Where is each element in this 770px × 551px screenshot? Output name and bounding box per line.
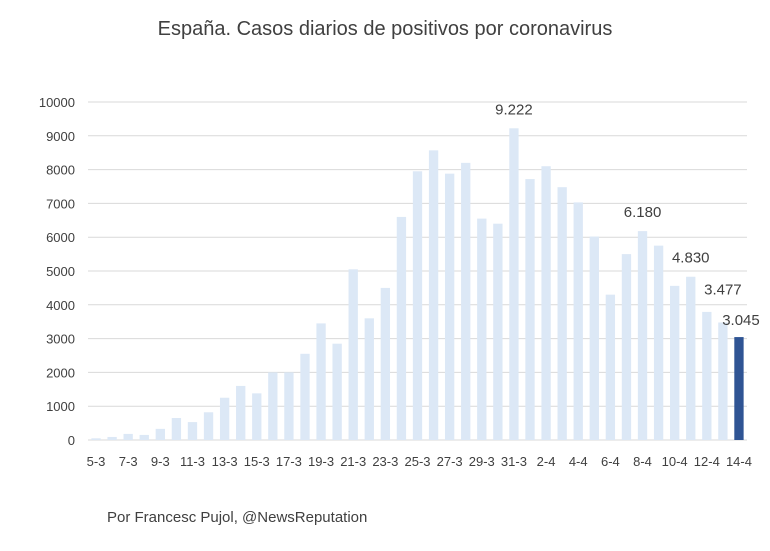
chart-title: España. Casos diarios de positivos por c… — [157, 18, 613, 40]
x-tick-label: 10-4 — [662, 454, 688, 469]
y-tick-label: 6000 — [46, 230, 75, 245]
bar — [284, 372, 294, 440]
bar — [412, 171, 423, 441]
bar — [557, 187, 567, 440]
bar — [541, 166, 551, 440]
y-tick-label: 5000 — [46, 264, 75, 279]
bar — [621, 254, 632, 440]
x-tick-label: 4-4 — [569, 454, 588, 469]
bar — [637, 231, 648, 440]
y-tick-label: 7000 — [46, 196, 75, 211]
bar — [332, 343, 342, 440]
bar — [252, 393, 262, 440]
y-tick-label: 1000 — [46, 399, 75, 414]
x-tick-label: 9-3 — [151, 454, 170, 469]
y-tick-label: 2000 — [46, 365, 75, 380]
bar — [380, 287, 391, 440]
bar — [236, 385, 246, 440]
x-tick-label: 29-3 — [469, 454, 495, 469]
bar — [107, 436, 117, 440]
data-labels: 9.222 6.180 4.830 3.477 3.045 — [495, 101, 760, 329]
bar — [171, 418, 182, 440]
bar — [268, 372, 278, 440]
data-label: 9.222 — [495, 101, 533, 118]
x-axis-ticks: 5-3 7-3 9-3 11-3 13-3 15-3 17-3 19-3 21-3 23-3 25-… — [87, 454, 752, 469]
credit-text: Por Francesc Pujol, @NewsReputation — [107, 509, 368, 526]
data-label: 4.830 — [672, 250, 710, 267]
bar — [509, 128, 519, 441]
bar — [155, 428, 165, 440]
x-tick-label: 21-3 — [340, 454, 366, 469]
y-tick-label: 4000 — [46, 298, 75, 313]
x-tick-label: 14-4 — [726, 454, 752, 469]
x-tick-label: 7-3 — [119, 454, 138, 469]
bar — [123, 433, 133, 440]
x-tick-label: 13-3 — [212, 454, 238, 469]
bar — [444, 173, 455, 440]
bars — [91, 128, 744, 441]
bar — [219, 397, 230, 440]
x-tick-label: 2-4 — [537, 454, 556, 469]
bar — [139, 434, 149, 440]
x-tick-label: 27-3 — [437, 454, 463, 469]
x-tick-label: 23-3 — [372, 454, 398, 469]
y-tick-label: 9000 — [46, 129, 75, 144]
x-tick-label: 25-3 — [404, 454, 430, 469]
bar — [589, 236, 599, 440]
y-axis-ticks: 0 1000 2000 3000 4000 5000 6000 7000 8000 9000 100… — [39, 95, 75, 448]
data-label: 6.180 — [624, 204, 662, 221]
bar — [203, 412, 214, 440]
bar — [686, 276, 696, 440]
bar — [670, 285, 680, 440]
y-tick-label: 10000 — [39, 95, 75, 110]
x-tick-label: 12-4 — [694, 454, 720, 469]
y-tick-label: 3000 — [46, 332, 75, 347]
y-tick-label: 0 — [68, 433, 75, 448]
bar — [573, 202, 583, 440]
bar — [702, 311, 712, 440]
x-tick-label: 19-3 — [308, 454, 334, 469]
x-tick-label: 17-3 — [276, 454, 302, 469]
bar — [428, 150, 439, 441]
bar — [493, 223, 503, 440]
bar — [316, 323, 326, 440]
x-tick-label: 11-3 — [180, 454, 205, 469]
bar — [477, 218, 487, 440]
bar — [91, 438, 101, 440]
data-label: 3.477 — [704, 281, 742, 298]
bar — [187, 422, 198, 440]
bar — [396, 216, 407, 440]
bar — [718, 322, 728, 440]
bar — [605, 294, 616, 440]
x-tick-label: 8-4 — [633, 454, 652, 469]
data-label: 3.045 — [722, 312, 760, 329]
x-tick-label: 31-3 — [501, 454, 527, 469]
bar — [364, 318, 374, 440]
bar — [653, 245, 664, 440]
x-tick-label: 15-3 — [244, 454, 270, 469]
bar — [525, 179, 535, 440]
x-tick-label: 5-3 — [87, 454, 106, 469]
x-tick-label: 6-4 — [601, 454, 620, 469]
bar — [461, 162, 471, 440]
bar-highlighted — [734, 337, 744, 440]
bar — [348, 269, 358, 440]
y-tick-label: 8000 — [46, 163, 75, 178]
bar — [300, 353, 310, 440]
